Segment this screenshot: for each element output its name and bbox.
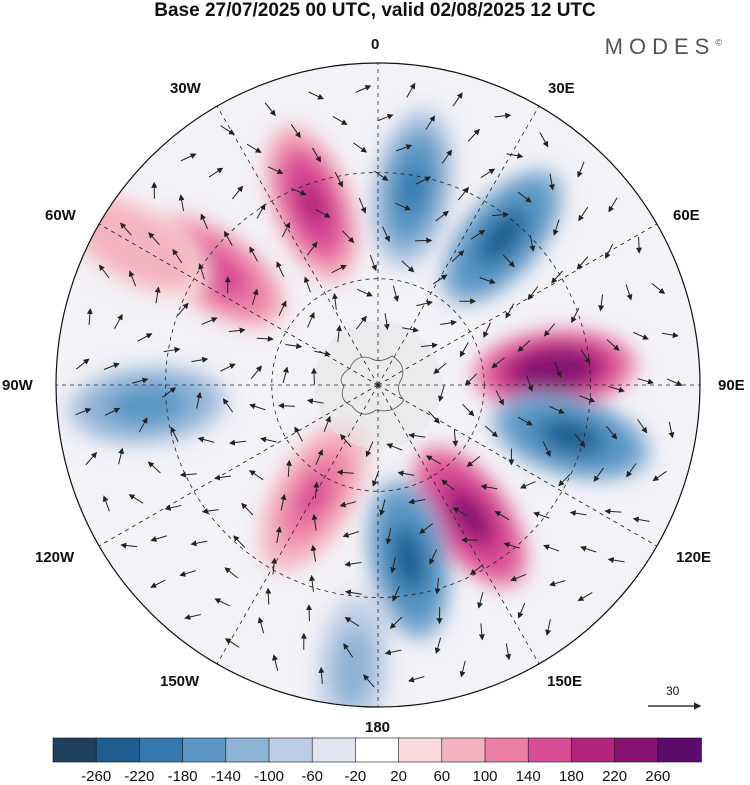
colorbar-tick-label: -140 [211, 768, 241, 785]
colorbar-swatch [528, 738, 572, 762]
wind-scale-label: 30 [666, 684, 679, 698]
colorbar-swatch [615, 738, 659, 762]
colorbar-swatch [399, 738, 443, 762]
lon-label-0: 0 [371, 36, 379, 53]
lon-label-180: 180 [365, 719, 390, 736]
lon-label-30w: 30W [170, 80, 201, 97]
wind-arrow [314, 369, 315, 385]
colorbar-tick-label: 100 [472, 768, 497, 785]
colorbar-swatch [53, 738, 97, 762]
colorbar-swatch [442, 738, 486, 762]
colorbar-swatch [139, 738, 183, 762]
colorbar-tick-label: 60 [433, 768, 450, 785]
colorbar-tick-label: -100 [254, 768, 284, 785]
lon-label-60w: 60W [45, 207, 76, 224]
colorbar-tick-label: 220 [602, 768, 627, 785]
wind-arrow [639, 237, 640, 253]
colorbar-tick-label: 20 [390, 768, 407, 785]
lon-label-30e: 30E [548, 80, 575, 97]
colorbar-tick-label: -220 [124, 768, 154, 785]
colorbar-swatch [485, 738, 529, 762]
colorbar-tick-label: -20 [345, 768, 367, 785]
lon-label-120w: 120W [35, 549, 74, 566]
colorbar-swatch [269, 738, 313, 762]
colorbar-swatch [355, 738, 399, 762]
colorbar-tick-label: 260 [645, 768, 670, 785]
colorbar-tick-label: 140 [516, 768, 541, 785]
colorbar-swatch [183, 738, 227, 762]
lon-label-120e: 120E [676, 549, 711, 566]
lon-label-90e: 90E [718, 377, 745, 394]
colorbar [53, 738, 702, 762]
colorbar-tick-label: 180 [559, 768, 584, 785]
colorbar-tick-label: -180 [168, 768, 198, 785]
colorbar-swatch [658, 738, 702, 762]
lon-label-150e: 150E [547, 673, 582, 690]
lon-label-90w: 90W [2, 377, 33, 394]
lon-label-150w: 150W [160, 673, 199, 690]
colorbar-swatch [96, 738, 140, 762]
colorbar-swatch [571, 738, 615, 762]
lon-label-60e: 60E [673, 207, 700, 224]
colorbar-tick-label: -260 [81, 768, 111, 785]
colorbar-tick-label: -60 [301, 768, 323, 785]
colorbar-swatch [226, 738, 270, 762]
colorbar-swatch [312, 738, 356, 762]
